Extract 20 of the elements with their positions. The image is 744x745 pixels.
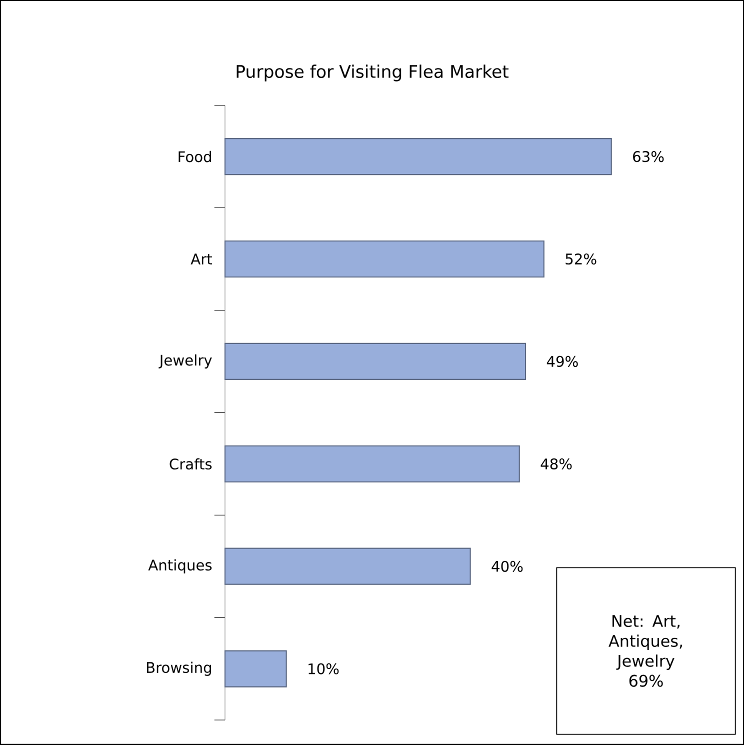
y-tick-label: Jewelry (158, 354, 212, 369)
y-tick-label: Browsing (146, 662, 212, 676)
bar (224, 240, 544, 278)
bar (224, 138, 612, 176)
bar (224, 650, 287, 688)
data-label: 48% (540, 458, 572, 470)
bar (224, 342, 526, 380)
y-tick-label: Antiques (148, 559, 212, 574)
annotation: Net: Art, Antiques, Jewelry 69% (608, 615, 682, 687)
bar (224, 445, 520, 482)
data-label: 49% (546, 356, 578, 367)
y-tick-label: Art (190, 254, 212, 264)
y-tick-label: Food (178, 150, 212, 162)
bar (224, 548, 471, 585)
y-tick-label: Crafts (170, 458, 212, 470)
data-label: 10% (308, 663, 339, 674)
data-label: 63% (633, 151, 664, 162)
chart-title: Purpose for Visiting Flea Market (236, 64, 509, 82)
data-label: 40% (492, 560, 523, 572)
data-label: 52% (566, 253, 596, 265)
